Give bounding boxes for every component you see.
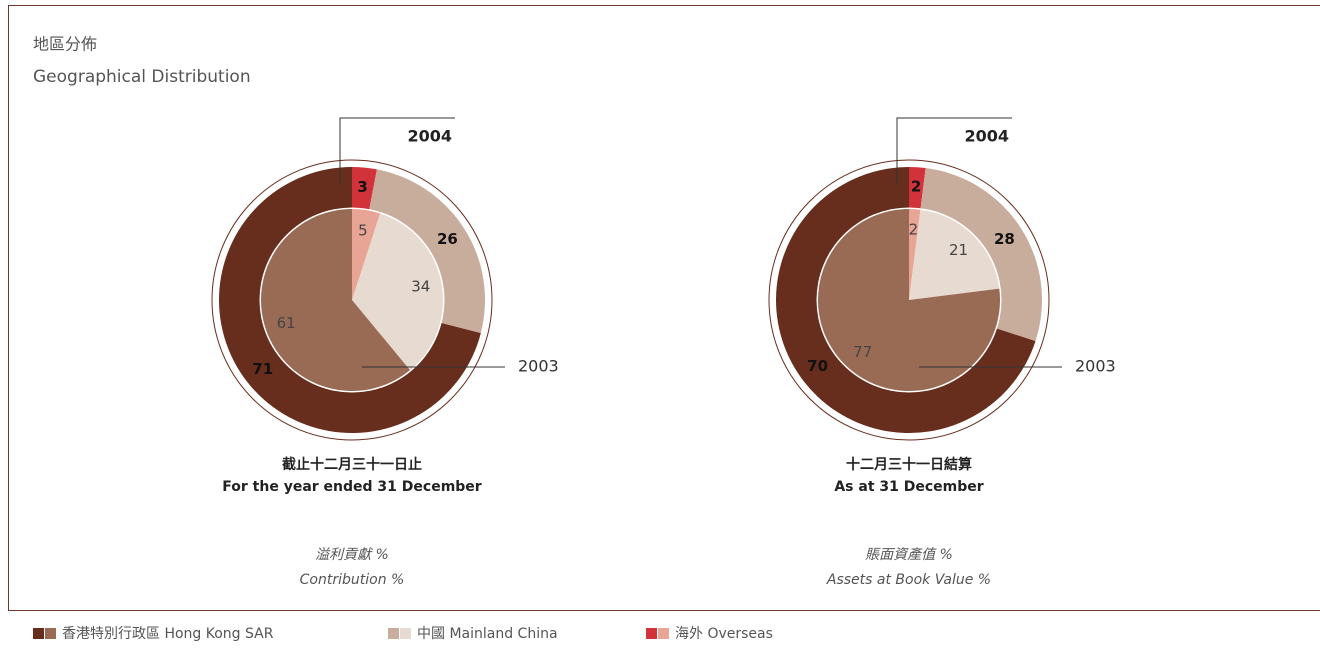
inner-slice: [909, 209, 1000, 300]
caption: As at 31 December: [834, 479, 983, 495]
outer-value-label: 28: [994, 230, 1015, 248]
inner-slice: [909, 209, 921, 300]
leader-line: [339, 117, 455, 185]
title: 地區分佈: [33, 35, 97, 54]
legend-swatch: [658, 628, 669, 639]
outer-value-label: 26: [437, 230, 458, 248]
ring-label: 2003: [1075, 357, 1116, 376]
subtitle: Geographical Distribution: [33, 67, 251, 87]
outer-value-label: 71: [252, 360, 273, 378]
inner-value-label: 34: [411, 277, 430, 295]
caption: 截止十二月三十一日止: [282, 456, 422, 473]
inner-value-label: 5: [358, 221, 368, 239]
legend-label: 中國 Mainland China: [417, 626, 558, 642]
inner-slice: [352, 209, 381, 300]
legend-swatch: [45, 628, 56, 639]
legend-label: 香港特別行政區 Hong Kong SAR: [62, 626, 274, 642]
legend-label: 海外 Overseas: [675, 626, 773, 642]
legend-swatch: [33, 628, 44, 639]
pie-rim: [768, 159, 1050, 441]
inner-slice: [818, 209, 1000, 391]
metric-label: 賬面資產值 %: [865, 547, 953, 563]
inner-value-label: 61: [277, 314, 296, 332]
frame: [8, 5, 1320, 611]
inner-value-label: 77: [853, 343, 872, 361]
inner-slice: [261, 209, 411, 391]
pie-rim: [211, 159, 493, 441]
leader-line: [896, 117, 1012, 185]
metric-label: 溢利貢獻 %: [315, 547, 389, 563]
caption: For the year ended 31 December: [222, 479, 482, 495]
outer-value-label: 70: [807, 357, 828, 375]
ring-label: 2004: [407, 127, 452, 146]
legend-swatch: [388, 628, 399, 639]
legend-swatch: [400, 628, 411, 639]
inner-value-label: 21: [949, 241, 968, 259]
inner-slice: [352, 213, 443, 371]
metric-label: Contribution %: [300, 572, 405, 588]
outer-value-label: 2: [911, 178, 921, 196]
metric-label: Assets at Book Value %: [826, 572, 991, 588]
caption: 十二月三十一日結算: [846, 456, 972, 473]
outer-value-label: 3: [357, 178, 367, 196]
ring-label: 2003: [518, 357, 559, 376]
inner-value-label: 2: [909, 221, 919, 239]
ring-label: 2004: [964, 127, 1009, 146]
legend-swatch: [646, 628, 657, 639]
